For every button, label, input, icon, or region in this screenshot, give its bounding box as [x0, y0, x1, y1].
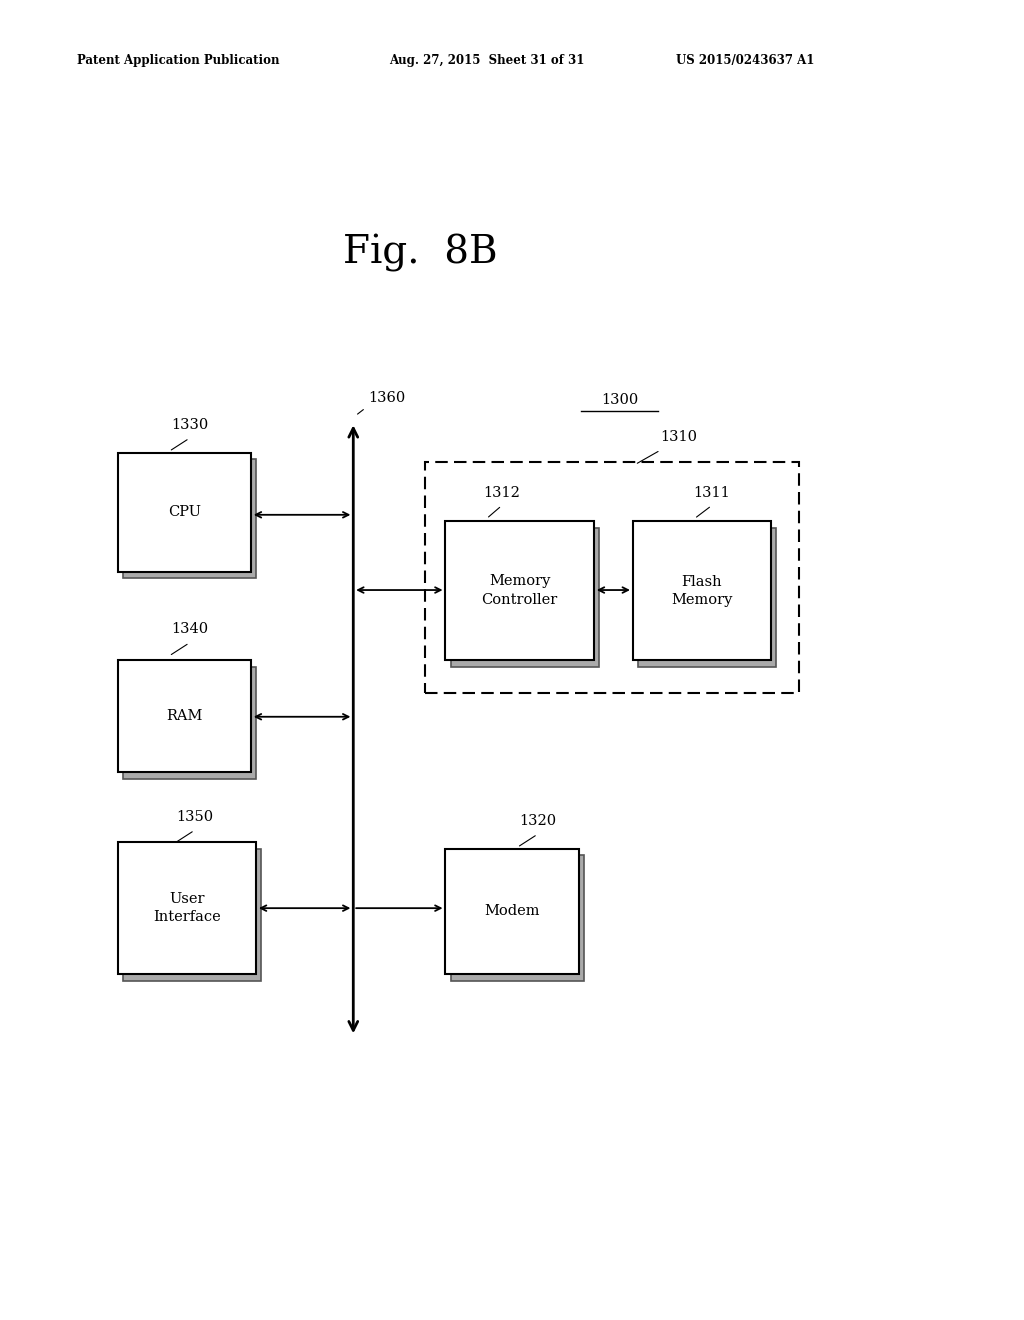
FancyBboxPatch shape — [118, 842, 256, 974]
Text: Flash
Memory: Flash Memory — [672, 574, 732, 607]
FancyBboxPatch shape — [451, 528, 599, 667]
Text: Memory
Controller: Memory Controller — [481, 574, 558, 607]
Text: 1330: 1330 — [171, 417, 208, 432]
FancyBboxPatch shape — [118, 453, 251, 572]
FancyBboxPatch shape — [118, 660, 251, 772]
Text: 1350: 1350 — [176, 809, 213, 824]
FancyBboxPatch shape — [123, 849, 261, 981]
Text: 1311: 1311 — [693, 486, 730, 500]
Text: 1360: 1360 — [369, 391, 406, 405]
Text: 1320: 1320 — [519, 813, 556, 828]
FancyBboxPatch shape — [451, 855, 584, 981]
Text: 1310: 1310 — [660, 429, 697, 444]
Text: 1340: 1340 — [171, 622, 208, 636]
FancyBboxPatch shape — [638, 528, 776, 667]
FancyBboxPatch shape — [633, 521, 771, 660]
FancyBboxPatch shape — [445, 849, 579, 974]
Text: Fig.  8B: Fig. 8B — [342, 235, 498, 272]
Text: User
Interface: User Interface — [153, 892, 221, 924]
Text: Modem: Modem — [484, 904, 540, 919]
Text: Patent Application Publication: Patent Application Publication — [77, 54, 280, 67]
Text: CPU: CPU — [168, 506, 201, 519]
Bar — [425, 462, 799, 693]
FancyBboxPatch shape — [123, 667, 256, 779]
FancyBboxPatch shape — [445, 521, 594, 660]
Text: Aug. 27, 2015  Sheet 31 of 31: Aug. 27, 2015 Sheet 31 of 31 — [389, 54, 585, 67]
Text: 1300: 1300 — [601, 392, 638, 407]
Text: 1312: 1312 — [483, 486, 520, 500]
FancyBboxPatch shape — [123, 459, 256, 578]
Text: RAM: RAM — [166, 709, 203, 723]
Text: US 2015/0243637 A1: US 2015/0243637 A1 — [676, 54, 814, 67]
